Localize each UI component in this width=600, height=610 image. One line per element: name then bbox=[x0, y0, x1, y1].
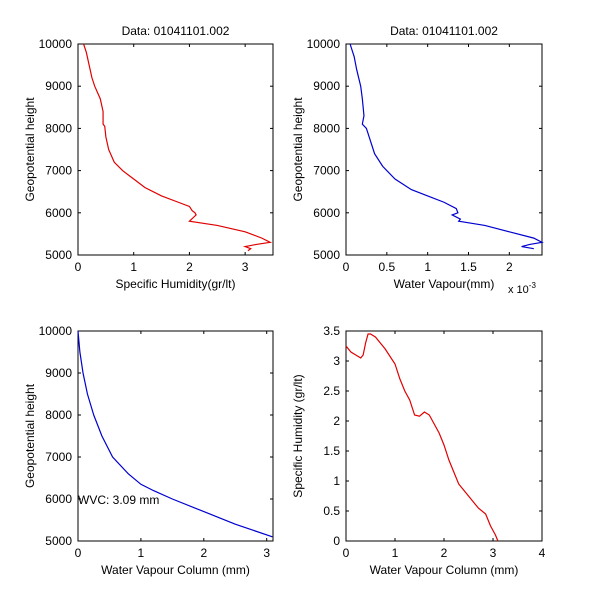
x-tick-label: 3 bbox=[263, 546, 270, 560]
chart-title: Data: 01041101.002 bbox=[122, 24, 230, 38]
y-axis-label: Specific Humidity (gr/lt) bbox=[291, 374, 305, 497]
y-tick-label: 3 bbox=[333, 354, 340, 368]
x-axis-label: Water Vapour Column (mm) bbox=[101, 563, 250, 577]
x-tick-label: 1.5 bbox=[460, 260, 477, 274]
y-tick-label: 1 bbox=[333, 474, 340, 488]
x-tick-label: 2 bbox=[186, 260, 193, 274]
y-tick-label: 5000 bbox=[45, 534, 72, 548]
x-axis-exponent: x 10-3 bbox=[508, 281, 536, 296]
y-tick-label: 8000 bbox=[45, 121, 72, 135]
x-tick-label: 0 bbox=[343, 260, 350, 274]
y-tick-label: 6000 bbox=[45, 206, 72, 220]
series-line bbox=[345, 333, 499, 542]
y-tick-label: 10000 bbox=[39, 37, 73, 51]
y-tick-label: 9000 bbox=[45, 79, 72, 93]
x-tick-label: 0 bbox=[75, 260, 82, 274]
y-tick-label: 6000 bbox=[45, 492, 72, 506]
plot-frame bbox=[77, 330, 274, 542]
x-axis-label: Water Vapour Column (mm) bbox=[370, 563, 519, 577]
x-axis-label: Water Vapour(mm) bbox=[394, 277, 495, 291]
plot-frame bbox=[77, 43, 274, 256]
exponent-base: x 10 bbox=[508, 284, 529, 296]
x-tick-label: 4 bbox=[539, 546, 546, 560]
annotation-text: WVC: 3.09 mm bbox=[78, 493, 159, 507]
x-axis-label: Specific Humidity(gr/lt) bbox=[115, 277, 235, 291]
x-tick-label: 2 bbox=[200, 546, 207, 560]
y-tick-label: 10000 bbox=[307, 37, 341, 51]
y-tick-label: 0 bbox=[333, 534, 340, 548]
y-tick-label: 1.5 bbox=[323, 444, 340, 458]
x-tick-label: 2 bbox=[441, 546, 448, 560]
y-tick-label: 5000 bbox=[313, 248, 340, 262]
x-tick-label: 0 bbox=[75, 546, 82, 560]
x-tick-label: 3 bbox=[490, 546, 497, 560]
series-line bbox=[349, 43, 544, 250]
series-line bbox=[83, 43, 273, 252]
y-tick-label: 8000 bbox=[45, 408, 72, 422]
chart-panel-2: 0 0.5 1 1.5 2 5000 6000 7000 8000 9000 10000 Data: … bbox=[291, 24, 544, 296]
x-tick-label: 1 bbox=[138, 546, 145, 560]
x-tick-label: 1 bbox=[424, 260, 431, 274]
y-tick-label: 5000 bbox=[45, 248, 72, 262]
plot-frame bbox=[345, 330, 543, 542]
series-line bbox=[77, 330, 273, 538]
x-tick-label: 0.5 bbox=[378, 260, 395, 274]
chart-title: Data: 01041101.002 bbox=[390, 24, 498, 38]
x-tick-label: 2 bbox=[506, 260, 513, 274]
x-tick-label: 0 bbox=[343, 546, 350, 560]
y-tick-label: 0.5 bbox=[323, 504, 340, 518]
y-tick-label: 10000 bbox=[39, 324, 73, 338]
plot-frame bbox=[345, 43, 543, 256]
y-axis-label: Geopotential height bbox=[23, 383, 37, 488]
y-tick-label: 7000 bbox=[45, 450, 72, 464]
y-tick-label: 9000 bbox=[313, 79, 340, 93]
x-tick-label: 1 bbox=[392, 546, 399, 560]
chart-panel-3: 0 1 2 3 5000 6000 7000 8000 9000 10000 Water Vapou… bbox=[23, 324, 274, 577]
x-tick-label: 3 bbox=[242, 260, 249, 274]
y-tick-label: 2.5 bbox=[323, 384, 340, 398]
chart-panel-1: 0 1 2 3 5000 6000 7000 8000 9000 10000 Data: 01041… bbox=[23, 24, 274, 291]
chart-panel-4: 0 1 2 3 4 0 0.5 1 1.5 2 2.5 3 3.5 Water Vapour Column… bbox=[291, 324, 546, 577]
y-tick-label: 8000 bbox=[313, 121, 340, 135]
y-tick-label: 9000 bbox=[45, 366, 72, 380]
exponent-power: -3 bbox=[529, 281, 537, 290]
y-tick-label: 7000 bbox=[313, 164, 340, 178]
y-tick-label: 3.5 bbox=[323, 324, 340, 338]
y-tick-label: 2 bbox=[333, 414, 340, 428]
y-tick-label: 7000 bbox=[45, 164, 72, 178]
y-axis-label: Geopotential height bbox=[291, 97, 305, 202]
y-axis-label: Geopotential height bbox=[23, 97, 37, 202]
x-tick-label: 1 bbox=[130, 260, 137, 274]
y-tick-label: 6000 bbox=[313, 206, 340, 220]
